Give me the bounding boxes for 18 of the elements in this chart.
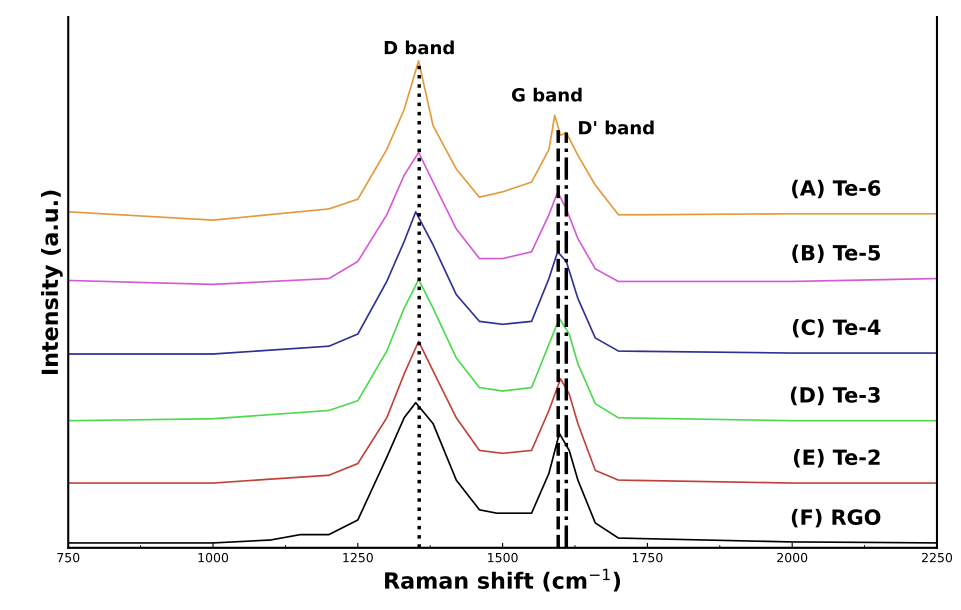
x-tick-label: 2250 [922,552,952,562]
ref-line-label: D' band [579,120,654,135]
x-tick-label: 750 [57,552,80,562]
y-axis-title: Intensity (a.u.) [40,190,63,374]
series-label: (D) Te-3 [790,386,880,406]
x-tick-label: 1750 [632,552,662,562]
x-tick-label: 2000 [777,552,808,562]
series-label: (C) Te-4 [792,319,880,338]
series-label: (B) Te-5 [792,244,880,264]
series-label: (F) RGO [792,508,880,528]
x-tick-label: 1500 [488,552,518,562]
series-label: (E) Te-2 [794,448,880,468]
x-tick-label: 1250 [343,552,373,562]
series-label: (A) Te-6 [792,180,880,198]
x-tick-label: 1000 [198,552,228,562]
x-axis-title: Raman shift (cm$^{−1}$) [385,568,620,592]
ref-line-label: G band [512,88,582,102]
ref-line-label: D band [384,40,454,54]
